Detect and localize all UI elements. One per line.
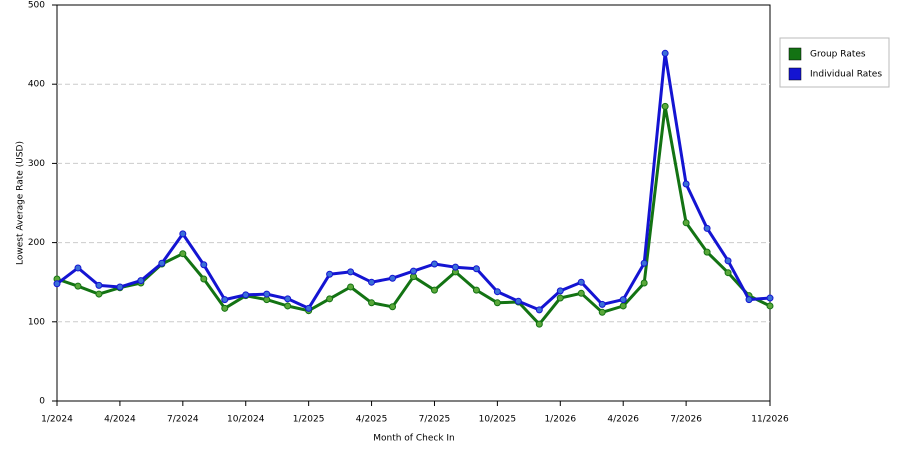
data-point (619, 296, 627, 304)
data-point (661, 102, 669, 110)
series-line (56, 104, 771, 326)
data-point (724, 269, 732, 277)
data-point (263, 290, 271, 298)
data-point (74, 264, 82, 272)
legend-swatch (788, 67, 802, 81)
data-point (158, 259, 166, 267)
data-point (221, 304, 229, 312)
data-point (745, 296, 753, 304)
data-point (493, 288, 501, 296)
data-point (766, 294, 774, 302)
x-tick-label: 7/2025 (419, 415, 451, 425)
plot-border (56, 4, 771, 402)
data-point (284, 302, 292, 310)
data-point (535, 306, 543, 314)
x-tick-label: 1/2025 (293, 415, 325, 425)
y-axis-label: Lowest Average Rate (USD) (16, 141, 26, 265)
x-tick-label: 4/2026 (607, 415, 639, 425)
data-point (242, 291, 250, 299)
data-point (724, 257, 732, 265)
data-point (200, 261, 208, 269)
data-point (598, 300, 606, 308)
y-tick-label: 300 (28, 159, 45, 169)
data-point (472, 265, 480, 273)
y-tick-label: 400 (28, 80, 45, 90)
data-point (95, 281, 103, 289)
legend-label: Group Rates (810, 50, 866, 60)
data-point (598, 308, 606, 316)
data-point (305, 304, 313, 312)
data-point (137, 277, 145, 285)
data-point (179, 250, 187, 258)
data-point (347, 268, 355, 276)
data-point (703, 224, 711, 232)
data-point (430, 286, 438, 294)
legend-label: Individual Rates (810, 70, 882, 80)
data-point (577, 289, 585, 297)
data-point (619, 302, 627, 310)
data-point (640, 279, 648, 287)
data-point (389, 274, 397, 282)
x-tick-label: 10/2024 (227, 415, 265, 425)
data-point (661, 49, 669, 57)
data-point (493, 299, 501, 307)
x-tick-label: 7/2026 (670, 415, 702, 425)
data-point (347, 283, 355, 291)
data-point (389, 303, 397, 311)
data-point (53, 280, 61, 288)
data-point (368, 278, 376, 286)
data-point (556, 294, 564, 302)
x-tick-label: 10/2025 (479, 415, 516, 425)
data-point (179, 230, 187, 238)
x-tick-label: 1/2026 (544, 415, 576, 425)
data-point (703, 248, 711, 256)
data-point (766, 302, 774, 310)
data-point (326, 295, 334, 303)
data-point (472, 286, 480, 294)
data-point (682, 219, 690, 227)
data-point (221, 296, 229, 304)
data-point (682, 180, 690, 188)
data-point (514, 297, 522, 305)
data-point (284, 295, 292, 303)
data-point (451, 263, 459, 271)
y-tick-label: 500 (28, 1, 45, 11)
data-point (556, 287, 564, 295)
data-point (368, 299, 376, 307)
data-point (640, 259, 648, 267)
y-tick-label: 0 (39, 397, 45, 407)
data-point (326, 270, 334, 278)
x-tick-label: 7/2024 (167, 415, 199, 425)
x-axis-label: Month of Check In (373, 434, 455, 444)
data-point (74, 282, 82, 290)
y-tick-label: 200 (28, 238, 45, 248)
legend-swatch (788, 47, 802, 61)
y-tick-label: 100 (28, 317, 45, 327)
x-tick-label: 4/2025 (356, 415, 388, 425)
x-tick-label: 1/2024 (41, 415, 73, 425)
data-point (95, 290, 103, 298)
data-point (200, 275, 208, 283)
data-point (116, 283, 124, 291)
data-point (535, 320, 543, 328)
x-tick-label: 11/2026 (751, 415, 789, 425)
data-point (410, 267, 417, 275)
x-tick-label: 4/2024 (104, 415, 136, 425)
data-point (430, 260, 438, 268)
data-point (577, 278, 585, 286)
